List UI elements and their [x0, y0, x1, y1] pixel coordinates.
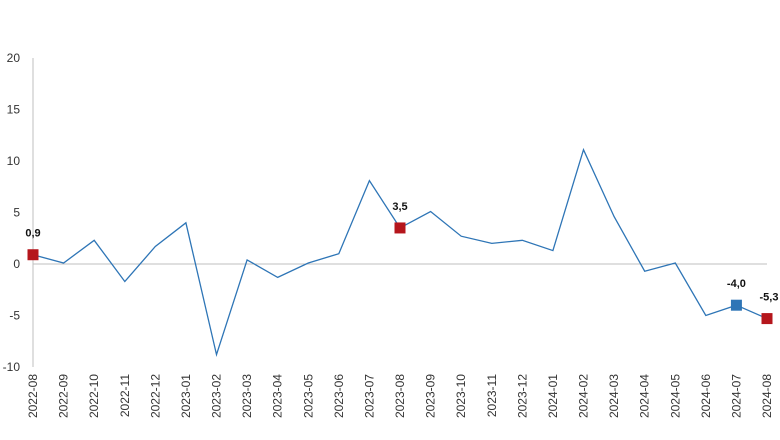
x-tick-label: 2022-08	[26, 374, 40, 418]
x-tick-label: 2024-01	[546, 374, 560, 418]
x-tick-label: 2024-03	[607, 374, 621, 418]
data-point-marker	[730, 299, 742, 311]
y-tick-label: -5	[9, 309, 20, 323]
data-point-marker	[394, 222, 406, 234]
data-label: -5,3	[760, 292, 779, 304]
data-label: 0,9	[25, 228, 40, 240]
x-tick-label: 2023-08	[393, 374, 407, 418]
markers-layer	[27, 222, 773, 325]
axes: -10 -5 0 5 10 15 20 2022-08 2022-09 2022-10 2022-1…	[3, 51, 774, 418]
x-tick-label: 2022-11	[118, 374, 132, 417]
x-tick-label: 2022-12	[148, 374, 162, 418]
x-tick-label: 2023-10	[454, 374, 468, 418]
x-tick-label: 2023-01	[179, 374, 193, 418]
labels-layer: 0,9 3,5 -4,0 -5,3	[25, 201, 778, 304]
x-tick-label: 2024-02	[577, 374, 591, 418]
x-tick-label: 2023-09	[424, 374, 438, 418]
x-tick-label: 2024-04	[638, 374, 652, 418]
x-tick-label: 2023-03	[240, 374, 254, 418]
data-label: 3,5	[392, 201, 407, 213]
x-tick-label: 2023-04	[271, 374, 285, 418]
y-tick-label: -10	[3, 360, 21, 374]
series-line-layer	[32, 147, 768, 358]
x-tick-label: 2023-12	[515, 374, 529, 418]
y-tick-label: 15	[7, 103, 21, 117]
y-tick-label: 20	[7, 51, 21, 65]
data-point-marker	[761, 313, 773, 325]
x-tick-label: 2024-06	[699, 374, 713, 418]
y-tick-label: 0	[13, 257, 20, 271]
x-tick-label: 2023-02	[210, 374, 224, 418]
series-line	[32, 147, 768, 358]
x-tick-label: 2023-05	[301, 374, 315, 418]
x-tick-label: 2023-06	[332, 374, 346, 418]
data-label: -4,0	[727, 278, 746, 290]
x-tick-label: 2024-05	[668, 374, 682, 418]
y-tick-label: 5	[13, 206, 20, 220]
x-tick-label: 2022-10	[87, 374, 101, 418]
x-tick-label: 2023-11	[485, 374, 499, 417]
data-point-marker	[27, 249, 39, 261]
x-tick-label: 2023-07	[362, 374, 376, 418]
y-tick-label: 10	[7, 154, 21, 168]
x-tick-label: 2024-07	[729, 374, 743, 418]
x-tick-label: 2024-08	[760, 374, 774, 418]
x-tick-label: 2022-09	[57, 374, 71, 418]
